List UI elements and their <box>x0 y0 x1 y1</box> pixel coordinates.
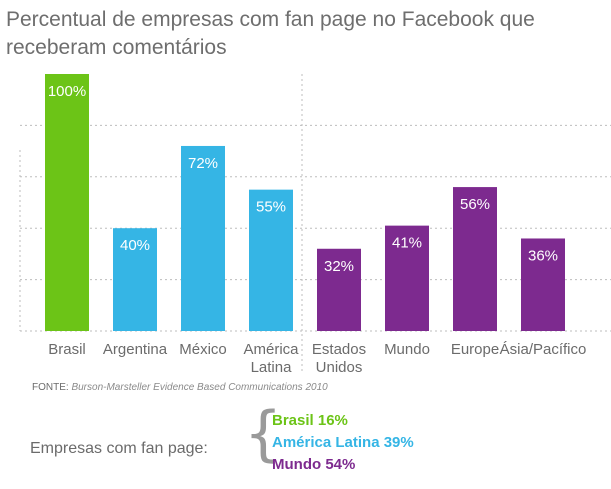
bar-3 <box>249 189 293 331</box>
chart-title: Percentual de empresas com fan page no F… <box>6 8 535 59</box>
fan-page-item-mundo: Mundo 54% <box>272 456 356 473</box>
bar-value-label: 32% <box>324 258 354 275</box>
bar-value-label: 36% <box>528 247 558 264</box>
bar-chart: 100% Brasil 40% Argentina 72% México 55% Améric… <box>19 74 611 376</box>
bar-value-label: 72% <box>188 155 218 172</box>
category-label: México <box>179 341 227 358</box>
bar-value-label: 55% <box>256 199 286 216</box>
brace-icon: { <box>244 399 283 469</box>
bar-7 <box>521 238 565 331</box>
category-label: América Latina <box>243 341 299 376</box>
bar-4 <box>317 248 361 331</box>
fan-page-label: Empresas com fan page: <box>30 440 208 457</box>
bar-0 <box>45 74 89 331</box>
bar-1 <box>113 228 157 331</box>
fan-page-item-brasil: Brasil 16% <box>272 412 348 429</box>
category-label: Ásia/Pacífico <box>500 341 587 358</box>
source-note: FONTE: Burson-Marsteller Evidence Based … <box>32 382 328 393</box>
bar-value-label: 40% <box>120 237 150 254</box>
bar-value-label: 41% <box>392 235 422 252</box>
bar-6 <box>453 187 497 331</box>
category-label: Europe <box>451 341 499 358</box>
bar-5 <box>385 225 429 331</box>
fan-page-item-america-latina: América Latina 39% <box>272 434 414 451</box>
bar-2 <box>181 145 225 331</box>
bar-value-label: 100% <box>48 83 86 100</box>
source-prefix: FONTE: <box>32 382 69 393</box>
category-label: Argentina <box>103 341 168 358</box>
category-label: Estados Unidos <box>312 341 366 376</box>
source-text: Burson-Marsteller Evidence Based Communi… <box>71 382 328 393</box>
category-label: Brasil <box>48 341 86 358</box>
category-label: Mundo <box>384 341 430 358</box>
bar-value-label: 56% <box>460 196 490 213</box>
